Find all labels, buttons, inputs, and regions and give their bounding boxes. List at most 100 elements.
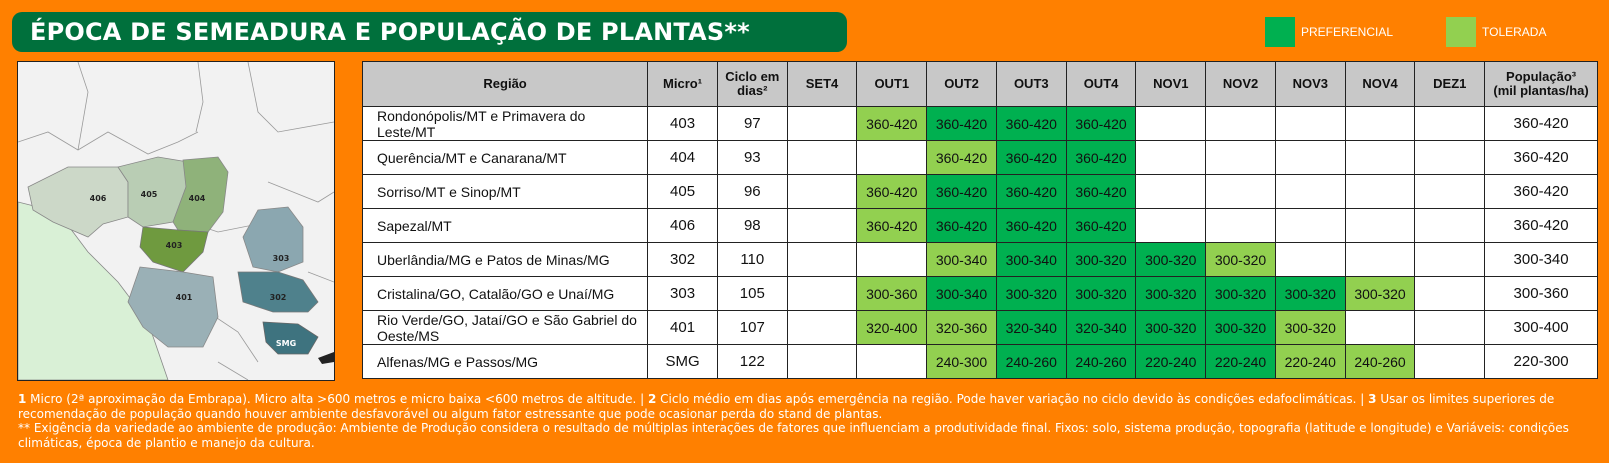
sowing-table-container: Região Micro¹ Ciclo em dias² SET4 OUT1 OU… — [361, 61, 1598, 383]
header-month: OUT1 — [856, 61, 928, 107]
cell-out1: 360-420 — [856, 174, 928, 209]
cell-nov2 — [1205, 140, 1276, 175]
cell-out1 — [856, 140, 928, 175]
cell-ciclo: 96 — [716, 174, 788, 209]
cell-nov1: 220-240 — [1135, 344, 1207, 379]
cell-out2: 240-300 — [926, 344, 997, 379]
cell-populacao: 220-300 — [1484, 344, 1598, 379]
header-month: OUT3 — [995, 61, 1067, 107]
cell-nov3: 220-240 — [1274, 344, 1346, 379]
cell-out1: 360-420 — [856, 208, 928, 243]
cell-nov2: 220-240 — [1205, 344, 1276, 379]
cell-nov4 — [1344, 242, 1416, 277]
cell-micro: 303 — [647, 276, 718, 311]
cell-set4 — [786, 242, 858, 277]
cell-micro: SMG — [647, 344, 718, 379]
header-regiao: Região — [361, 61, 649, 107]
cell-dez1 — [1414, 242, 1486, 277]
cell-ciclo: 107 — [716, 310, 788, 345]
map-label-303: 303 — [273, 254, 290, 263]
cell-nov3 — [1274, 242, 1346, 277]
cell-micro: 302 — [647, 242, 718, 277]
cell-populacao: 360-420 — [1484, 106, 1598, 141]
cell-out3: 320-340 — [995, 310, 1067, 345]
cell-ciclo: 97 — [716, 106, 788, 141]
cell-nov2 — [1205, 208, 1276, 243]
cell-out2: 360-420 — [926, 140, 997, 175]
cell-nov4: 240-260 — [1344, 344, 1416, 379]
cell-dez1 — [1414, 106, 1486, 141]
cell-out1 — [856, 344, 928, 379]
cell-nov4 — [1344, 174, 1416, 209]
footnote-1-3: 1 Micro (2ª aproximação da Embrapa). Mic… — [18, 392, 1555, 421]
cell-micro: 405 — [647, 174, 718, 209]
map-label-405: 405 — [141, 190, 158, 199]
header-micro: Micro¹ — [647, 61, 718, 107]
cell-set4 — [786, 276, 858, 311]
cell-nov4 — [1344, 140, 1416, 175]
cell-out4: 360-420 — [1065, 208, 1137, 243]
sowing-table: Região Micro¹ Ciclo em dias² SET4 OUT1 OU… — [361, 61, 1598, 379]
cell-out2: 360-420 — [926, 106, 997, 141]
cell-populacao: 300-340 — [1484, 242, 1598, 277]
map-label-403: 403 — [166, 241, 183, 250]
cell-nov4 — [1344, 310, 1416, 345]
cell-dez1 — [1414, 276, 1486, 311]
cell-region: Cristalina/GO, Catalão/GO e Unaí/MG — [361, 276, 649, 311]
cell-dez1 — [1414, 310, 1486, 345]
cell-out1: 320-400 — [856, 310, 928, 345]
cell-set4 — [786, 344, 858, 379]
cell-micro: 406 — [647, 208, 718, 243]
map-label-406: 406 — [90, 194, 107, 203]
cell-nov3: 300-320 — [1274, 310, 1346, 345]
footnotes: 1 Micro (2ª aproximação da Embrapa). Mic… — [18, 392, 1598, 450]
legend-preferencial: PREFERENCIAL — [1265, 17, 1393, 47]
footnote-ambiente: ** Exigência da variedade ao ambiente de… — [18, 421, 1569, 450]
cell-out2: 360-420 — [926, 208, 997, 243]
map-label-smg: SMG — [276, 339, 296, 348]
header-month: OUT4 — [1065, 61, 1137, 107]
map-label-401: 401 — [176, 293, 193, 302]
title-banner: ÉPOCA DE SEMEADURA E POPULAÇÃO DE PLANTA… — [12, 12, 847, 52]
cell-ciclo: 122 — [716, 344, 788, 379]
cell-micro: 401 — [647, 310, 718, 345]
table-row: Rondonópolis/MT e Primavera do Leste/MT 4… — [361, 106, 1598, 141]
page-title: ÉPOCA DE SEMEADURA E POPULAÇÃO DE PLANTA… — [30, 18, 750, 46]
cell-populacao: 300-400 — [1484, 310, 1598, 345]
cell-out3: 240-260 — [995, 344, 1067, 379]
cell-nov4 — [1344, 208, 1416, 243]
table-row: Sorriso/MT e Sinop/MT 405 96 360-420 360-420… — [361, 174, 1598, 209]
cell-nov1 — [1135, 106, 1207, 141]
cell-populacao: 360-420 — [1484, 174, 1598, 209]
header-month: DEZ1 — [1414, 61, 1486, 107]
cell-out4: 360-420 — [1065, 106, 1137, 141]
cell-dez1 — [1414, 344, 1486, 379]
cell-populacao: 360-420 — [1484, 208, 1598, 243]
cell-out4: 360-420 — [1065, 174, 1137, 209]
cell-set4 — [786, 310, 858, 345]
cell-out2: 300-340 — [926, 242, 997, 277]
cell-populacao: 360-420 — [1484, 140, 1598, 175]
cell-out3: 360-420 — [995, 174, 1067, 209]
table-row: Alfenas/MG e Passos/MG SMG 122 240-300 240-2… — [361, 344, 1598, 379]
cell-nov2: 300-320 — [1205, 242, 1276, 277]
cell-ciclo: 93 — [716, 140, 788, 175]
cell-dez1 — [1414, 174, 1486, 209]
cell-micro: 404 — [647, 140, 718, 175]
cell-ciclo: 110 — [716, 242, 788, 277]
cell-nov3 — [1274, 106, 1346, 141]
cell-nov3 — [1274, 174, 1346, 209]
cell-region: Rio Verde/GO, Jataí/GO e São Gabriel do … — [361, 310, 649, 345]
header-month: OUT2 — [926, 61, 997, 107]
header-month: NOV3 — [1274, 61, 1346, 107]
cell-nov3: 300-320 — [1274, 276, 1346, 311]
cell-micro: 403 — [647, 106, 718, 141]
header-month: SET4 — [786, 61, 858, 107]
header-month: NOV4 — [1344, 61, 1416, 107]
cell-populacao: 300-360 — [1484, 276, 1598, 311]
cell-dez1 — [1414, 208, 1486, 243]
cell-set4 — [786, 106, 858, 141]
cell-out1: 360-420 — [856, 106, 928, 141]
cell-out4: 300-320 — [1065, 276, 1137, 311]
cell-nov2 — [1205, 106, 1276, 141]
